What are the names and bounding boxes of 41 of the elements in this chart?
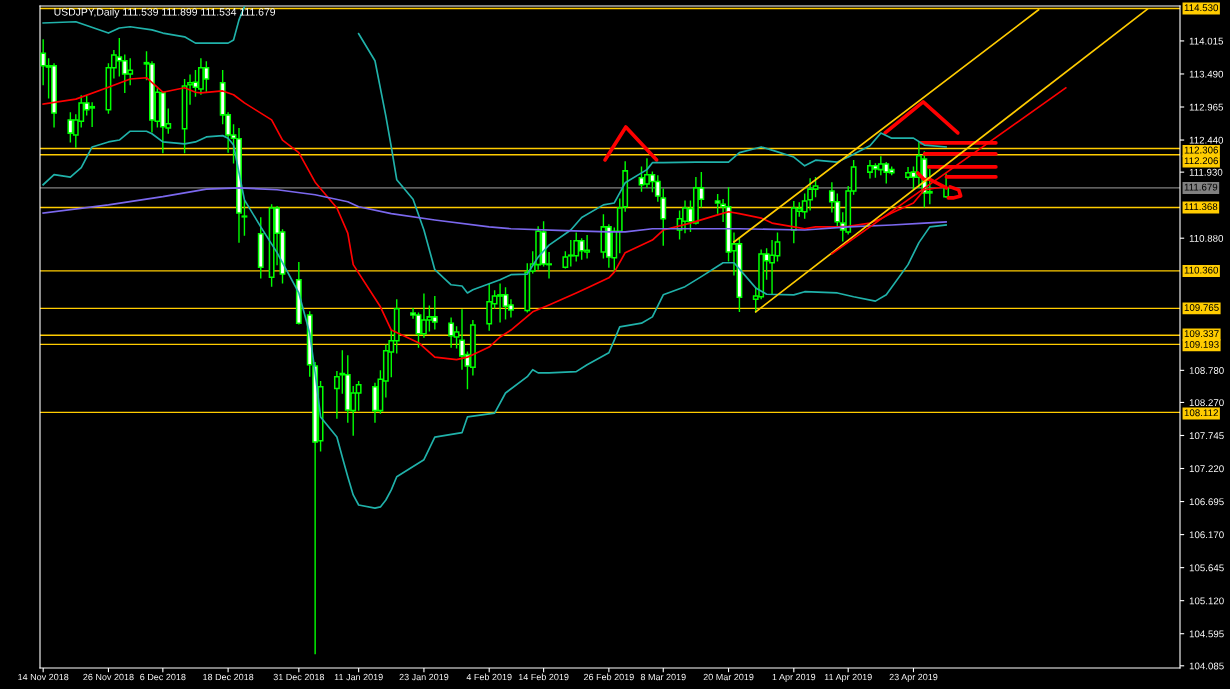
y-tick-label: 105.645 bbox=[1189, 564, 1224, 572]
ref-line-label: 108.112 bbox=[1184, 409, 1218, 417]
y-tick-label: 110.880 bbox=[1189, 234, 1224, 242]
y-tick-label: 106.695 bbox=[1189, 498, 1224, 506]
x-tick-label: 11 Apr 2019 bbox=[824, 673, 872, 682]
ref-line-label: 114.530 bbox=[1184, 4, 1219, 12]
y-tick-label: 114.015 bbox=[1189, 37, 1224, 45]
y-tick-label: 106.170 bbox=[1189, 531, 1224, 539]
ref-line-label: 109.193 bbox=[1184, 340, 1219, 348]
x-tick-label: 26 Nov 2018 bbox=[83, 673, 134, 681]
ref-line-label: 110.360 bbox=[1184, 266, 1219, 274]
ref-line-label: 109.765 bbox=[1184, 304, 1219, 311]
y-tick-label: 107.745 bbox=[1189, 432, 1224, 440]
y-tick-label: 111.930 bbox=[1189, 168, 1223, 176]
y-tick-label: 107.220 bbox=[1189, 465, 1224, 473]
ref-line-label: 111.368 bbox=[1184, 203, 1218, 211]
x-tick-label: 20 Mar 2019 bbox=[703, 673, 754, 681]
x-tick-label: 26 Feb 2019 bbox=[583, 673, 634, 681]
y-tick-label: 113.490 bbox=[1189, 70, 1224, 78]
x-tick-label: 8 Mar 2019 bbox=[640, 673, 686, 681]
x-tick-label: 23 Apr 2019 bbox=[889, 673, 938, 682]
y-tick-label: 105.120 bbox=[1189, 597, 1224, 605]
y-tick-label: 108.270 bbox=[1189, 399, 1224, 407]
ref-line-label: 112.306 bbox=[1184, 146, 1218, 154]
ref-line-label: 111.679 bbox=[1184, 183, 1218, 191]
y-tick-label: 112.965 bbox=[1189, 103, 1224, 111]
x-tick-label: 4 Feb 2019 bbox=[466, 673, 512, 681]
x-tick-label: 14 Nov 2018 bbox=[18, 673, 69, 681]
x-tick-label: 23 Jan 2019 bbox=[399, 673, 449, 681]
x-tick-label: 18 Dec 2018 bbox=[203, 673, 254, 681]
y-tick-label: 108.780 bbox=[1189, 367, 1224, 374]
y-tick-label: 104.085 bbox=[1189, 662, 1224, 670]
ref-line-label: 112.206 bbox=[1184, 157, 1218, 165]
x-tick-label: 14 Feb 2019 bbox=[518, 673, 569, 681]
y-tick-label: 112.440 bbox=[1189, 136, 1224, 144]
ref-line-label: 109.337 bbox=[1184, 330, 1219, 338]
y-tick-label: 104.595 bbox=[1189, 630, 1224, 638]
x-tick-label: 6 Dec 2018 bbox=[140, 673, 186, 681]
x-tick-label: 1 Apr 2019 bbox=[772, 673, 816, 682]
x-tick-label: 31 Dec 2018 bbox=[273, 673, 325, 681]
x-tick-label: 11 Jan 2019 bbox=[334, 673, 383, 681]
